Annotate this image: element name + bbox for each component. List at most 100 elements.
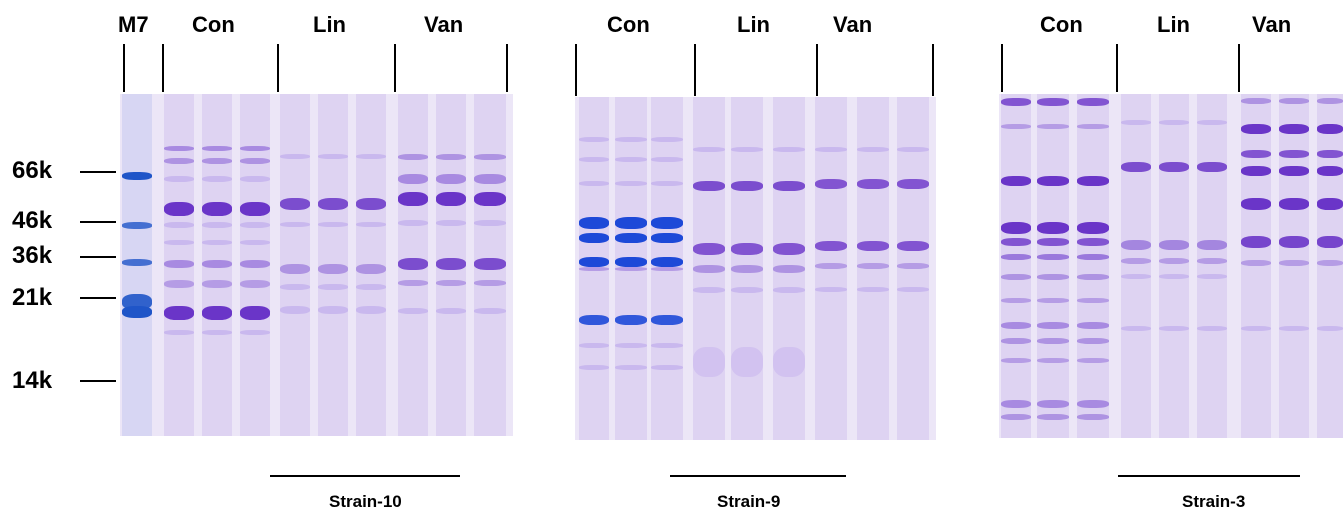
strain-label: Strain-10: [329, 492, 402, 511]
gel-image: [120, 94, 513, 436]
gel-band: [1279, 124, 1309, 134]
gel-band: [1077, 238, 1109, 246]
gel-lane: [240, 94, 270, 436]
gel-band: [1001, 358, 1031, 363]
gel-band: [1077, 322, 1109, 329]
lane-divider: [694, 44, 696, 96]
gel-band: [1241, 166, 1271, 176]
marker-label-21k: 21k: [12, 284, 53, 311]
gel-band: [1197, 120, 1227, 125]
gel-band: [693, 181, 725, 191]
gel-band: [1037, 176, 1069, 186]
gel-band: [1121, 120, 1151, 125]
gel-band: [1077, 124, 1109, 129]
lane-label-van: Van: [1252, 12, 1292, 37]
gel-band: [1037, 238, 1069, 246]
marker-tick: [80, 380, 116, 382]
gel-band: [1317, 150, 1343, 158]
strain-underline: [670, 475, 846, 477]
gel-band: [1197, 326, 1227, 331]
gel-band: [1077, 358, 1109, 363]
gel-band: [579, 181, 609, 186]
gel-band: [122, 222, 152, 229]
gel-band: [1121, 258, 1151, 264]
gel-band: [579, 157, 609, 162]
gel-band: [202, 306, 232, 320]
gel-band: [615, 181, 647, 186]
gel-band: [164, 146, 194, 151]
gel-band: [1037, 414, 1069, 420]
gel-band: [202, 260, 232, 268]
gel-band: [1317, 98, 1343, 104]
gel-band: [436, 192, 466, 206]
gel-band: [280, 198, 310, 210]
gel-image: [575, 97, 936, 440]
gel-band: [318, 264, 348, 274]
lane-label-con: Con: [192, 12, 235, 37]
gel-band: [651, 267, 683, 271]
gel-band: [164, 176, 194, 182]
gel-band: [615, 217, 647, 229]
gel-lane: [731, 97, 763, 440]
gel-band: [398, 308, 428, 314]
gel-band: [693, 347, 725, 377]
gel-band: [240, 222, 270, 228]
gel-band: [651, 365, 683, 370]
gel-band: [857, 147, 889, 152]
gel-band: [1077, 222, 1109, 234]
gel-band: [1077, 400, 1109, 408]
gel-band: [1159, 258, 1189, 264]
gel-band: [202, 222, 232, 228]
gel-band: [773, 243, 805, 255]
gel-lane: [202, 94, 232, 436]
gel-band: [1001, 274, 1031, 280]
gel-band: [1037, 400, 1069, 408]
gel-band: [474, 258, 506, 270]
lane-label-con: Con: [1040, 12, 1083, 37]
gel-band: [773, 347, 805, 377]
gel-band: [164, 306, 194, 320]
gel-band: [693, 243, 725, 255]
gel-band: [1121, 274, 1151, 279]
gel-band: [1037, 254, 1069, 260]
marker-label-14k: 14k: [12, 367, 53, 394]
gel-lane: [1279, 94, 1309, 438]
gel-band: [202, 330, 232, 335]
gel-band: [436, 258, 466, 270]
gel-band: [731, 243, 763, 255]
gel-band: [651, 181, 683, 186]
gel-band: [1077, 414, 1109, 420]
gel-lane: [773, 97, 805, 440]
gel-band: [122, 259, 152, 266]
marker-label-36k: 36k: [12, 242, 53, 269]
gel-band: [773, 265, 805, 273]
gel-band: [122, 172, 152, 180]
gel-band: [615, 137, 647, 142]
gel-band: [164, 280, 194, 288]
gel-band: [815, 179, 847, 189]
marker-tick: [80, 297, 116, 299]
gel-band: [436, 174, 466, 184]
gel-lane: [651, 97, 683, 440]
gel-band: [579, 137, 609, 142]
gel-band: [1279, 260, 1309, 266]
gel-band: [897, 263, 929, 269]
gel-lane: [1077, 94, 1109, 438]
marker-tick: [80, 221, 116, 223]
gel-lane: [897, 97, 929, 440]
gel-band: [1037, 274, 1069, 280]
gel-band: [1159, 240, 1189, 250]
gel-band: [731, 147, 763, 152]
gel-band: [356, 222, 386, 227]
lane-divider: [816, 44, 818, 96]
gel-band: [1279, 150, 1309, 158]
marker-tick: [80, 171, 116, 173]
gel-band: [615, 315, 647, 325]
gel-band: [318, 198, 348, 210]
gel-band: [202, 176, 232, 182]
gel-band: [356, 306, 386, 314]
gel-band: [474, 220, 506, 226]
gel-band: [651, 137, 683, 142]
gel-image: [999, 94, 1343, 438]
gel-band: [1317, 198, 1343, 210]
